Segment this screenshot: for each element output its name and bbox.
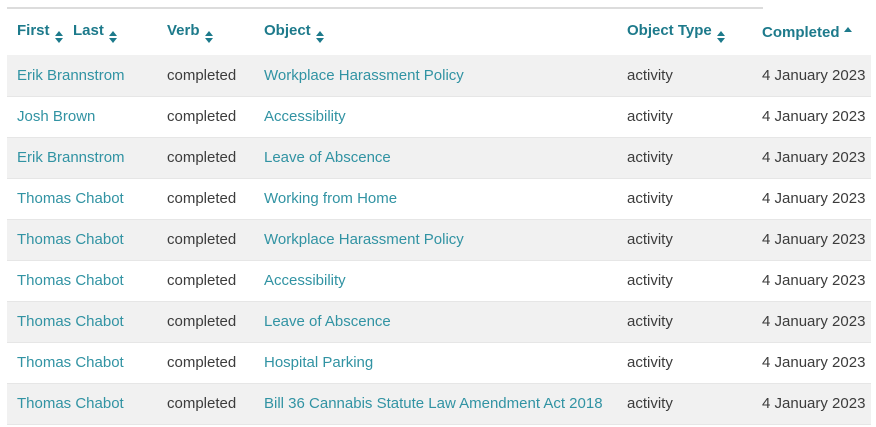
verb-cell: completed	[157, 260, 254, 302]
table-row: Thomas Chabot completed Working from Hom…	[7, 178, 871, 220]
col-header-completed[interactable]: Completed	[752, 9, 871, 55]
object-type-cell: activity	[617, 137, 752, 179]
col-header-object[interactable]: Object	[254, 9, 617, 55]
table-row: Thomas Chabot completed Workplace Harass…	[7, 219, 871, 261]
col-header-label: Verb	[167, 22, 200, 39]
table-row: Thomas Chabot completed Bill 36 Cannabis…	[7, 383, 871, 425]
table-top-border	[7, 7, 763, 9]
name-cell: Josh Brown	[7, 96, 157, 138]
verb-cell: completed	[157, 137, 254, 179]
object-cell: Accessibility	[254, 96, 617, 138]
completion-report-table: First Last Verb Object Object Type Compl…	[7, 9, 871, 425]
object-type-cell: activity	[617, 301, 752, 343]
object-cell: Workplace Harassment Policy	[254, 219, 617, 261]
verb-cell: completed	[157, 219, 254, 261]
name-cell: Thomas Chabot	[7, 383, 157, 425]
sort-both-icon	[315, 31, 324, 43]
completed-cell: 4 January 2023	[752, 178, 871, 220]
name-cell: Thomas Chabot	[7, 260, 157, 302]
completed-cell: 4 January 2023	[752, 219, 871, 261]
object-cell: Leave of Abscence	[254, 301, 617, 343]
table-row: Erik Brannstrom completed Workplace Hara…	[7, 55, 871, 97]
object-link[interactable]: Workplace Harassment Policy	[264, 66, 464, 84]
table-row: Thomas Chabot completed Hospital Parking…	[7, 342, 871, 384]
name-cell: Thomas Chabot	[7, 219, 157, 261]
object-cell: Hospital Parking	[254, 342, 617, 384]
sort-asc-icon	[843, 27, 852, 32]
object-link[interactable]: Working from Home	[264, 190, 398, 207]
person-name-link[interactable]: Erik Brannstrom	[17, 66, 125, 84]
object-link[interactable]: Leave of Abscence	[264, 149, 391, 166]
completed-cell: 4 January 2023	[752, 96, 871, 138]
completion-report: First Last Verb Object Object Type Compl…	[7, 7, 871, 425]
col-header-last[interactable]: Last	[63, 9, 157, 55]
object-type-cell: activity	[617, 96, 752, 138]
person-name-link[interactable]: Erik Brannstrom	[17, 149, 125, 166]
object-type-cell: activity	[617, 383, 752, 425]
name-cell: Thomas Chabot	[7, 178, 157, 220]
completed-cell: 4 January 2023	[752, 342, 871, 384]
verb-cell: completed	[157, 178, 254, 220]
sort-both-icon	[108, 31, 117, 43]
table-body: Erik Brannstrom completed Workplace Hara…	[7, 55, 871, 425]
sort-both-icon	[716, 31, 725, 43]
object-cell: Leave of Abscence	[254, 137, 617, 179]
sort-both-icon	[54, 31, 63, 43]
col-header-label: Object Type	[627, 22, 712, 39]
sort-both-icon	[204, 31, 213, 43]
name-cell: Erik Brannstrom	[7, 55, 157, 97]
object-cell: Workplace Harassment Policy	[254, 55, 617, 97]
object-link[interactable]: Leave of Abscence	[264, 313, 391, 330]
person-name-link[interactable]: Thomas Chabot	[17, 395, 124, 412]
table-row: Thomas Chabot completed Accessibility ac…	[7, 260, 871, 302]
object-cell: Accessibility	[254, 260, 617, 302]
name-cell: Thomas Chabot	[7, 301, 157, 343]
col-header-object-type[interactable]: Object Type	[617, 9, 752, 55]
name-cell: Erik Brannstrom	[7, 137, 157, 179]
col-header-first[interactable]: First	[7, 9, 63, 55]
object-link[interactable]: Workplace Harassment Policy	[264, 231, 464, 248]
verb-cell: completed	[157, 55, 254, 97]
object-cell: Working from Home	[254, 178, 617, 220]
object-type-cell: activity	[617, 55, 752, 97]
verb-cell: completed	[157, 383, 254, 425]
object-link[interactable]: Bill 36 Cannabis Statute Law Amendment A…	[264, 395, 603, 412]
object-type-cell: activity	[617, 342, 752, 384]
completed-cell: 4 January 2023	[752, 137, 871, 179]
header-row: First Last Verb Object Object Type Compl…	[7, 9, 871, 55]
person-name-link[interactable]: Josh Brown	[17, 108, 96, 125]
object-type-cell: activity	[617, 260, 752, 302]
verb-cell: completed	[157, 342, 254, 384]
object-cell: Bill 36 Cannabis Statute Law Amendment A…	[254, 383, 617, 425]
object-link[interactable]: Hospital Parking	[264, 354, 374, 371]
col-header-label: Object	[264, 22, 311, 39]
completed-cell: 4 January 2023	[752, 55, 871, 97]
completed-cell: 4 January 2023	[752, 383, 871, 425]
completed-cell: 4 January 2023	[752, 301, 871, 343]
name-cell: Thomas Chabot	[7, 342, 157, 384]
col-header-verb[interactable]: Verb	[157, 9, 254, 55]
object-link[interactable]: Accessibility	[264, 272, 346, 289]
table-row: Thomas Chabot completed Leave of Abscenc…	[7, 301, 871, 343]
object-type-cell: activity	[617, 178, 752, 220]
person-name-link[interactable]: Thomas Chabot	[17, 231, 124, 248]
col-header-label: Completed	[762, 24, 840, 41]
table-row: Josh Brown completed Accessibility activ…	[7, 96, 871, 138]
verb-cell: completed	[157, 301, 254, 343]
verb-cell: completed	[157, 96, 254, 138]
table-row: Erik Brannstrom completed Leave of Absce…	[7, 137, 871, 179]
person-name-link[interactable]: Thomas Chabot	[17, 190, 124, 207]
object-link[interactable]: Accessibility	[264, 108, 346, 125]
object-type-cell: activity	[617, 219, 752, 261]
col-header-label: Last	[73, 22, 104, 39]
person-name-link[interactable]: Thomas Chabot	[17, 313, 124, 330]
person-name-link[interactable]: Thomas Chabot	[17, 272, 124, 289]
completed-cell: 4 January 2023	[752, 260, 871, 302]
col-header-label: First	[17, 22, 50, 39]
person-name-link[interactable]: Thomas Chabot	[17, 354, 124, 371]
